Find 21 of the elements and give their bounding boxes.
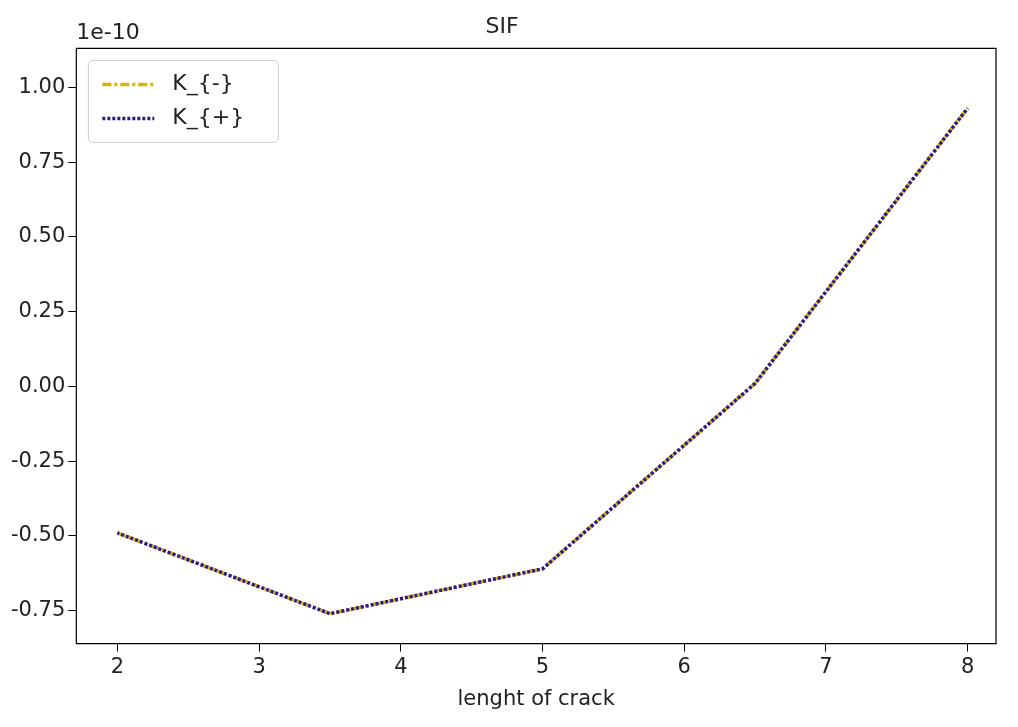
y-tick-label: 0.25 — [18, 298, 66, 323]
x-tick-label: 6 — [677, 653, 691, 678]
x-tick-label: 3 — [252, 653, 266, 678]
y-tick-label: -0.75 — [10, 597, 66, 622]
y-tick-label: -0.50 — [10, 522, 66, 547]
x-tick-label: 2 — [110, 653, 125, 678]
x-tick-label: 8 — [960, 653, 975, 678]
x-tick-label: 5 — [535, 653, 550, 678]
chart-title: SIF — [485, 12, 519, 38]
y-tick-label: -0.25 — [10, 447, 66, 472]
line-series — [115, 106, 970, 616]
x-axis-title: lenght of crack — [457, 685, 616, 710]
legend-label: K_{-} — [172, 70, 234, 97]
x-tick-label: 7 — [819, 653, 833, 678]
y-tick-label: 0.00 — [18, 372, 66, 397]
y-tick-label: 1.00 — [18, 73, 66, 98]
legend-label: K_{+} — [172, 104, 245, 131]
y-tick-label: 0.50 — [18, 223, 66, 248]
y-tick-label: 0.75 — [18, 148, 66, 173]
x-tick-label: 4 — [394, 653, 408, 678]
text: 1e-10 — [76, 19, 140, 45]
